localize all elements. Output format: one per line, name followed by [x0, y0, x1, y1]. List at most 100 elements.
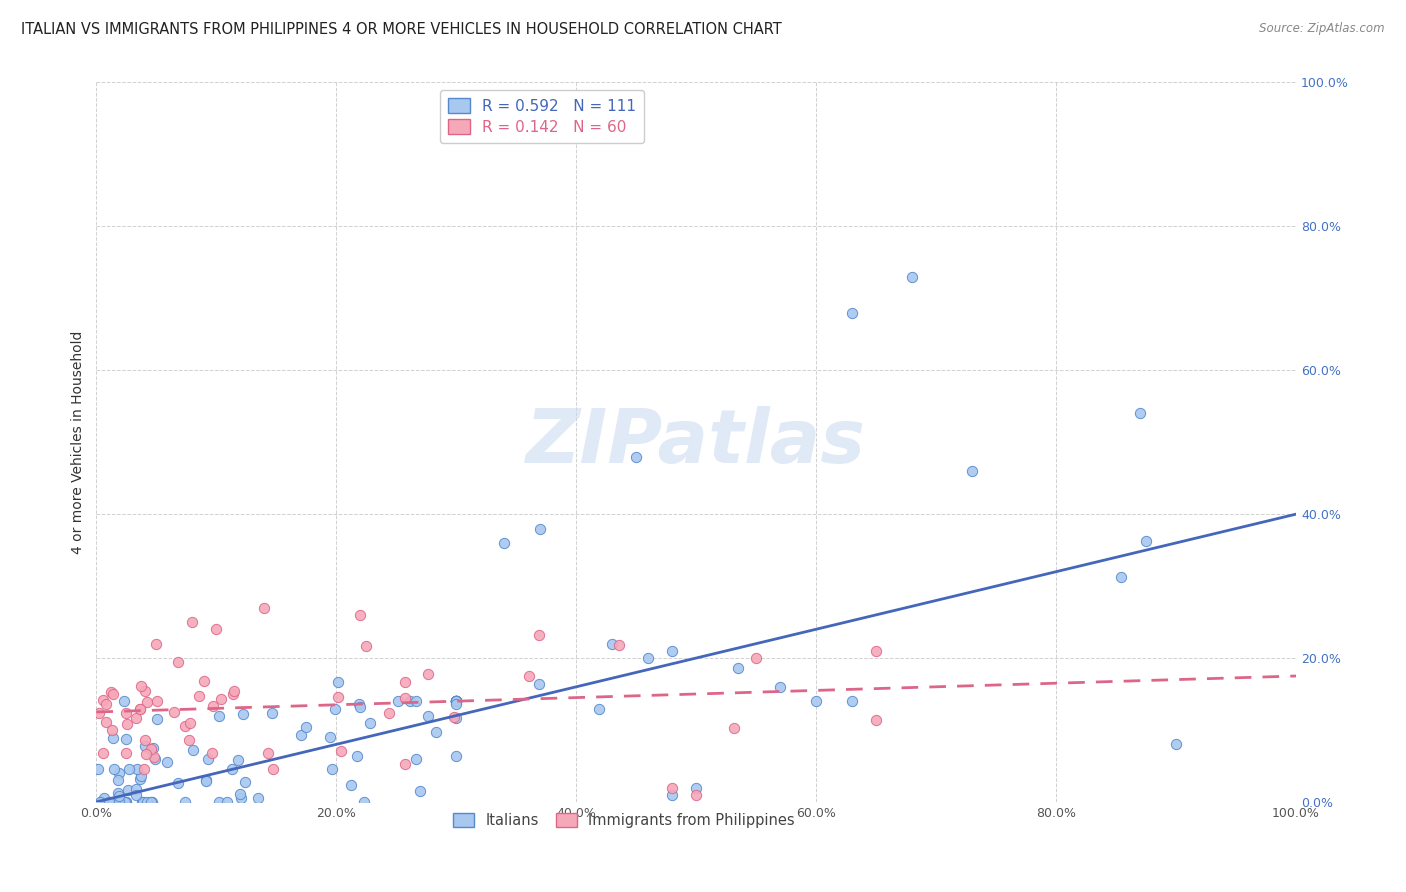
Point — [745, 651, 768, 665]
Point — [115, 716, 138, 731]
Point — [166, 655, 188, 669]
Point — [769, 680, 792, 694]
Point — [446, 711, 468, 725]
Point — [208, 709, 231, 723]
Point — [527, 627, 550, 641]
Point — [141, 742, 163, 756]
Point — [139, 795, 162, 809]
Point — [118, 762, 141, 776]
Point — [262, 706, 284, 720]
Point — [163, 705, 186, 719]
Point — [134, 733, 156, 747]
Point — [128, 772, 150, 786]
Point — [425, 725, 447, 739]
Point — [394, 756, 416, 771]
Point — [319, 731, 342, 745]
Point — [188, 689, 211, 703]
Point — [107, 789, 129, 803]
Point — [100, 685, 122, 699]
Point — [183, 743, 205, 757]
Point — [321, 763, 343, 777]
Point — [193, 673, 215, 688]
Point — [87, 762, 110, 776]
Point — [723, 721, 745, 735]
Point — [98, 795, 121, 809]
Point — [107, 786, 129, 800]
Point — [247, 791, 270, 805]
Point — [112, 795, 135, 809]
Point — [446, 694, 468, 708]
Text: ITALIAN VS IMMIGRANTS FROM PHILIPPINES 4 OR MORE VEHICLES IN HOUSEHOLD CORRELATI: ITALIAN VS IMMIGRANTS FROM PHILIPPINES 4… — [21, 22, 782, 37]
Point — [841, 694, 863, 708]
Point — [405, 752, 427, 766]
Point — [626, 450, 648, 464]
Point — [901, 269, 924, 284]
Point — [253, 600, 276, 615]
Point — [142, 740, 165, 755]
Point — [233, 775, 256, 789]
Point — [727, 661, 749, 675]
Point — [90, 795, 112, 809]
Legend: Italians, Immigrants from Philippines: Italians, Immigrants from Philippines — [447, 807, 801, 834]
Point — [262, 762, 284, 776]
Point — [90, 795, 112, 809]
Point — [405, 694, 427, 708]
Point — [181, 615, 204, 629]
Point — [135, 695, 157, 709]
Point — [394, 674, 416, 689]
Point — [416, 666, 439, 681]
Point — [340, 778, 363, 792]
Point — [446, 694, 468, 708]
Point — [132, 763, 155, 777]
Point — [446, 694, 468, 708]
Point — [100, 723, 122, 737]
Point — [112, 694, 135, 708]
Point — [114, 795, 136, 809]
Point — [416, 709, 439, 723]
Point — [637, 651, 659, 665]
Point — [146, 694, 169, 708]
Point — [295, 720, 318, 734]
Point — [200, 746, 222, 760]
Point — [114, 795, 136, 809]
Point — [1164, 737, 1187, 751]
Point — [101, 795, 124, 809]
Point — [145, 637, 167, 651]
Point — [173, 795, 195, 809]
Point — [323, 702, 346, 716]
Point — [446, 694, 468, 708]
Point — [529, 677, 551, 691]
Point — [94, 715, 117, 730]
Point — [607, 638, 630, 652]
Point — [103, 762, 125, 776]
Point — [661, 644, 683, 658]
Point — [588, 702, 610, 716]
Point — [443, 709, 465, 723]
Point — [112, 795, 135, 809]
Point — [256, 746, 278, 760]
Point — [806, 694, 828, 708]
Point — [685, 780, 707, 795]
Point — [209, 691, 232, 706]
Point — [960, 464, 983, 478]
Point — [173, 719, 195, 733]
Point — [115, 732, 138, 747]
Point — [141, 795, 163, 809]
Point — [446, 748, 468, 763]
Point — [349, 700, 371, 714]
Point — [1135, 534, 1157, 549]
Point — [222, 687, 245, 701]
Point — [112, 795, 135, 809]
Point — [129, 701, 152, 715]
Point — [145, 712, 167, 726]
Point — [446, 694, 468, 708]
Point — [134, 684, 156, 698]
Point — [217, 795, 239, 809]
Point — [179, 733, 201, 747]
Point — [194, 772, 217, 787]
Point — [134, 739, 156, 753]
Point — [89, 795, 111, 809]
Point — [101, 731, 124, 746]
Point — [221, 762, 243, 776]
Point — [94, 697, 117, 711]
